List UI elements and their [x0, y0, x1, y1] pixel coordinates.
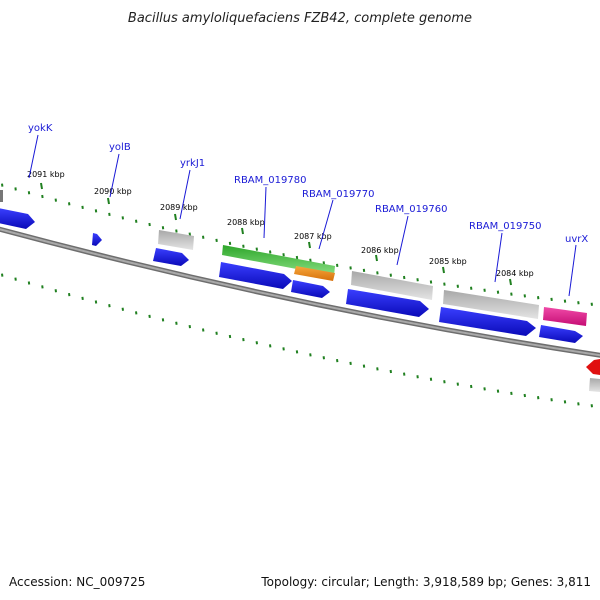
label-leader: [568, 244, 577, 297]
genome-backbone-highlight: [0, 228, 600, 357]
gene-feature-uvrx[interactable]: [543, 307, 587, 326]
gene-label-rbam019770[interactable]: RBAM_019770: [302, 189, 374, 200]
genome-summary-text: Topology: circular; Length: 3,918,589 bp…: [260, 575, 591, 589]
map-title: Bacillus amyloliquefaciens FZB42, comple…: [128, 11, 472, 26]
gene-feature-rbam019750[interactable]: [443, 290, 539, 319]
label-leader: [318, 199, 334, 250]
cds-arrow-yolb[interactable]: [92, 233, 102, 246]
tick-label: 2089 kbp: [160, 203, 198, 212]
tick-label: 2087 kbp: [294, 232, 332, 241]
label-leader: [396, 215, 409, 266]
gene-feature-left-edge[interactable]: [0, 190, 3, 202]
cds-arrow-yokk[interactable]: [0, 208, 35, 229]
major-tick: [40, 182, 43, 190]
tick-label: 2088 kbp: [227, 218, 265, 227]
major-tick: [375, 254, 378, 262]
cds-arrow-yrkj1[interactable]: [153, 248, 189, 266]
cds-arrow-rbam019770[interactable]: [291, 280, 330, 298]
tick-label: 2090 kbp: [94, 187, 132, 196]
cds-arrow-rbam019750[interactable]: [439, 307, 536, 336]
gene-feature-rbam019770[interactable]: [294, 266, 335, 281]
gene-feature-right-edge[interactable]: [589, 378, 600, 392]
cds-lane: [0, 208, 600, 375]
inner-tick-ring: [1, 273, 593, 408]
cds-arrow-uvrx[interactable]: [539, 325, 583, 343]
major-tick: [509, 278, 512, 286]
gene-label-yokk[interactable]: yokK: [28, 123, 53, 134]
cds-arrow-red[interactable]: [586, 359, 600, 375]
gene-label-rbam019780[interactable]: RBAM_019780: [234, 175, 306, 186]
major-tick: [241, 227, 244, 235]
gene-labels: yokK yolB yrkJ1 RBAM_019780 RBAM_019770 …: [28, 123, 588, 297]
gene-label-yolb[interactable]: yolB: [109, 142, 131, 153]
tick-label: 2084 kbp: [496, 269, 534, 278]
accession-text: Accession: NC_009725: [9, 575, 145, 589]
gene-feature-yrkj1[interactable]: [158, 230, 194, 250]
label-leader: [263, 186, 267, 239]
major-tick: [442, 266, 445, 274]
major-tick: [308, 241, 311, 249]
gene-label-rbam019760[interactable]: RBAM_019760: [375, 204, 447, 215]
tick-label: 2091 kbp: [27, 170, 65, 179]
major-tick: [174, 213, 177, 221]
gene-label-uvrx[interactable]: uvrX: [565, 234, 588, 245]
tick-labels: 2091 kbp 2090 kbp 2089 kbp 2088 kbp 2087…: [27, 170, 534, 278]
label-leader: [109, 153, 120, 198]
label-leader: [179, 169, 191, 220]
major-tick: [107, 197, 110, 205]
cds-arrow-rbam019760[interactable]: [346, 289, 429, 317]
gene-label-rbam019750[interactable]: RBAM_019750: [469, 221, 541, 232]
gene-lane: [0, 190, 600, 392]
tick-label: 2085 kbp: [429, 257, 467, 266]
label-leader: [28, 134, 39, 179]
gene-feature-rbam019760[interactable]: [351, 271, 433, 300]
gene-label-yrkj1[interactable]: yrkJ1: [180, 158, 205, 169]
major-ticks: [40, 182, 512, 286]
outer-tick-ring: [1, 183, 593, 306]
label-leader: [494, 232, 503, 283]
cds-arrow-rbam019780[interactable]: [219, 262, 292, 289]
tick-label: 2086 kbp: [361, 246, 399, 255]
